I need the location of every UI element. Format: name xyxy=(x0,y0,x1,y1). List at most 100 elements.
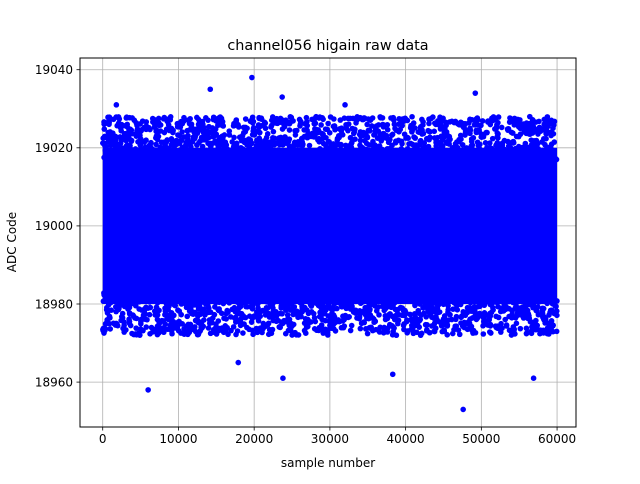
dense-point-band xyxy=(102,147,558,304)
data-point xyxy=(292,132,299,138)
data-point xyxy=(419,131,425,137)
data-point xyxy=(325,138,332,145)
data-point xyxy=(328,151,334,158)
data-point xyxy=(147,304,154,311)
data-point xyxy=(115,306,122,313)
data-point xyxy=(301,295,307,302)
data-point xyxy=(495,303,501,310)
data-point xyxy=(269,154,276,160)
data-point xyxy=(137,326,144,332)
data-point xyxy=(123,115,130,121)
data-point xyxy=(275,317,282,324)
x-tick-label: 0 xyxy=(99,432,107,446)
data-point xyxy=(217,150,224,157)
data-point xyxy=(274,296,281,303)
x-tick-label: 40000 xyxy=(387,432,425,446)
data-point xyxy=(131,331,137,338)
data-point xyxy=(146,311,153,318)
data-point xyxy=(271,142,278,148)
data-point xyxy=(198,324,204,331)
data-point xyxy=(178,301,185,307)
data-point xyxy=(183,153,190,160)
data-point xyxy=(491,153,497,159)
data-point xyxy=(404,134,411,141)
data-point xyxy=(449,330,456,337)
data-point xyxy=(387,291,394,297)
data-point xyxy=(227,290,234,297)
data-point xyxy=(178,137,185,144)
data-point xyxy=(119,310,126,317)
data-point xyxy=(451,153,457,160)
data-point xyxy=(293,332,300,338)
data-point xyxy=(332,144,338,151)
data-point xyxy=(452,141,459,147)
data-point xyxy=(104,294,111,300)
data-point xyxy=(279,311,285,317)
data-point xyxy=(457,153,464,160)
data-point xyxy=(476,299,482,305)
data-point xyxy=(467,299,474,306)
data-point xyxy=(249,140,255,147)
data-point xyxy=(268,124,274,130)
data-point xyxy=(138,316,144,323)
data-point xyxy=(256,129,263,136)
data-point xyxy=(354,315,360,321)
data-point xyxy=(225,309,231,316)
data-point xyxy=(112,291,118,297)
data-point xyxy=(545,123,551,130)
data-point xyxy=(373,293,379,300)
data-point xyxy=(485,118,491,124)
data-point xyxy=(481,316,487,323)
data-point xyxy=(255,311,262,317)
data-point xyxy=(197,154,203,160)
data-point xyxy=(347,327,354,334)
outlier-point xyxy=(235,359,242,366)
data-point xyxy=(471,122,478,128)
data-point xyxy=(282,289,289,296)
data-point xyxy=(304,127,310,134)
data-point xyxy=(393,155,400,162)
data-point xyxy=(476,145,483,152)
data-point xyxy=(542,318,549,325)
data-point xyxy=(254,138,260,145)
data-point xyxy=(207,330,214,337)
data-point xyxy=(416,324,423,330)
data-point xyxy=(415,289,421,296)
data-point xyxy=(155,153,161,159)
data-point xyxy=(505,127,511,133)
data-point xyxy=(313,113,319,120)
data-point xyxy=(258,291,264,298)
data-point xyxy=(231,151,238,158)
data-point xyxy=(505,148,512,155)
data-point xyxy=(534,126,541,133)
data-point xyxy=(107,315,113,321)
data-point xyxy=(242,124,249,131)
data-point xyxy=(475,116,481,123)
data-point xyxy=(293,127,300,134)
data-point xyxy=(127,322,134,329)
data-point xyxy=(163,126,170,132)
data-point xyxy=(183,139,189,146)
y-tick-label: 18980 xyxy=(35,297,73,311)
data-point xyxy=(189,326,195,333)
data-point xyxy=(339,154,346,160)
data-point xyxy=(376,143,383,149)
data-point xyxy=(490,114,497,120)
data-point xyxy=(474,304,481,310)
data-point xyxy=(538,290,545,296)
data-point xyxy=(196,303,203,309)
data-point xyxy=(538,152,545,159)
data-point xyxy=(437,126,444,132)
data-point xyxy=(146,147,152,154)
data-point xyxy=(188,300,195,306)
data-point xyxy=(282,307,289,313)
data-point xyxy=(451,300,458,306)
data-point xyxy=(248,319,255,325)
data-point xyxy=(287,307,294,313)
data-point xyxy=(298,290,305,297)
data-point xyxy=(203,296,209,302)
data-point xyxy=(345,156,352,163)
data-point xyxy=(322,126,329,132)
data-point xyxy=(456,289,462,296)
data-point xyxy=(398,120,404,127)
